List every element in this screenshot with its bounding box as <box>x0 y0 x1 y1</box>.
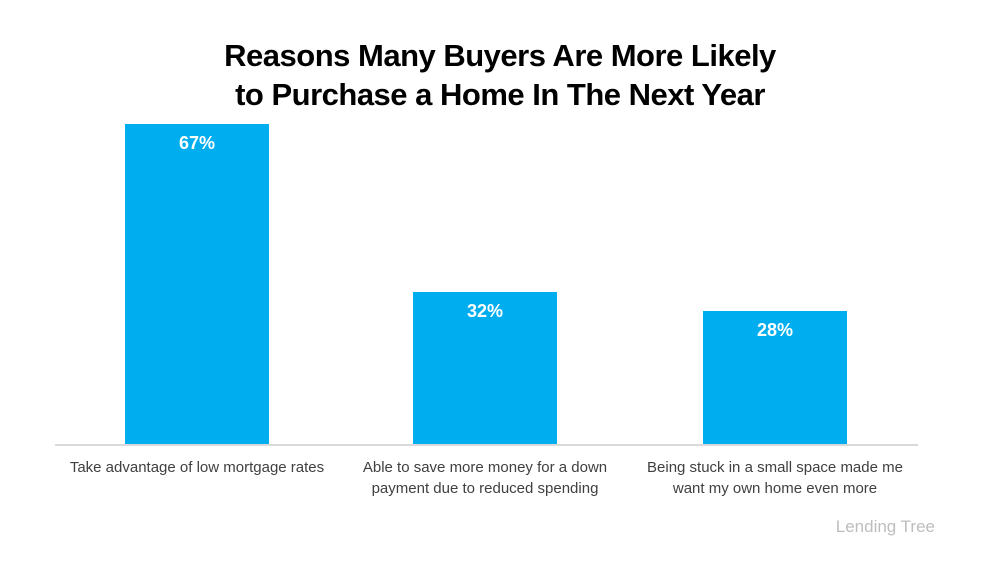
bar-value-label: 28% <box>756 320 794 340</box>
chart-title: Reasons Many Buyers Are More Likely to P… <box>0 36 1000 114</box>
category-label: Take advantage of low mortgage rates <box>69 459 325 476</box>
bar: 32% <box>413 292 557 445</box>
bar: 28% <box>703 311 847 445</box>
category-label: Able to save more money for a down payme… <box>362 459 608 497</box>
bar-value-label: 67% <box>178 133 216 153</box>
bar-value-label: 32% <box>466 301 504 321</box>
category-label: Being stuck in a small space made me wan… <box>647 459 903 497</box>
bar: 67% <box>125 124 269 445</box>
chart-title-line-1: Reasons Many Buyers Are More Likely <box>224 38 776 73</box>
chart-title-line-2: to Purchase a Home In The Next Year <box>235 77 765 112</box>
x-axis-baseline <box>55 444 918 446</box>
source-attribution: Lending Tree <box>835 517 935 536</box>
